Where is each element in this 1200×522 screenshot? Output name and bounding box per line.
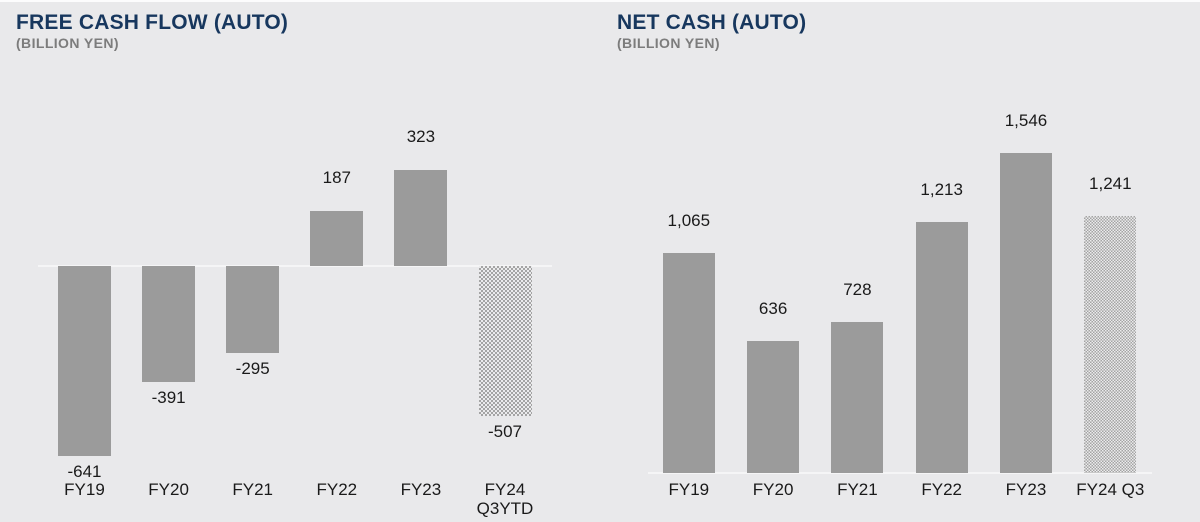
- bar-fy21: [226, 266, 280, 354]
- value-label-fy23: 323: [406, 127, 436, 147]
- category-label-line: FY21: [837, 480, 878, 499]
- value-label-fy21: -295: [235, 359, 270, 379]
- category-label-fy20: FY20: [713, 480, 833, 499]
- category-label-fy20: FY20: [109, 480, 229, 499]
- net-cash-baseline-axis-line: [648, 472, 1152, 474]
- bar-fy21: [831, 322, 884, 473]
- category-label-line: FY22: [316, 480, 358, 499]
- bar-fy24: [478, 266, 532, 417]
- net-cash-title: NET CASH (AUTO): [617, 11, 807, 34]
- net-cash-subtitle: (BILLION YEN): [617, 35, 720, 51]
- category-label-fy21: FY21: [797, 480, 917, 499]
- bar-fy24-q3: [1084, 216, 1137, 473]
- category-label-line: FY19: [668, 480, 710, 499]
- bar-fy22: [310, 210, 364, 266]
- bar-fy23: [1000, 153, 1052, 473]
- value-label-fy22: 187: [322, 167, 351, 187]
- value-label-fy24: -507: [487, 422, 523, 442]
- free-cash-flow-zero-axis-line: [38, 265, 552, 267]
- value-label-fy19: 1,065: [667, 210, 711, 230]
- value-label-fy22: 1,213: [920, 180, 963, 200]
- value-label-fy20: 636: [758, 299, 788, 319]
- value-label-fy20: -391: [151, 387, 186, 407]
- category-label-fy22: FY22: [277, 480, 397, 499]
- category-label-line: FY20: [752, 480, 794, 499]
- value-label-fy19: -641: [67, 461, 102, 481]
- category-label-line: FY24: [484, 480, 526, 499]
- category-label-fy23: FY23: [361, 480, 481, 499]
- category-label-line: FY23: [1005, 480, 1047, 499]
- category-label-line: FY21: [232, 480, 273, 499]
- category-label-fy21: FY21: [193, 480, 313, 499]
- category-label-line: FY24 Q3: [1076, 480, 1145, 499]
- category-label-fy24: FY24 Q3YTD: [445, 480, 565, 518]
- category-label-fy19: FY19: [629, 480, 749, 499]
- value-label-fy23: 1,546: [1004, 111, 1048, 131]
- category-label-fy24-q3: FY24 Q3: [1050, 480, 1170, 499]
- value-label-fy21: 728: [843, 280, 872, 300]
- top-edge-highlight: [0, 0, 1200, 2]
- category-label-line: Q3YTD: [476, 499, 534, 518]
- category-label-line: FY20: [148, 480, 189, 499]
- bar-fy23: [394, 170, 448, 266]
- free-cash-flow-subtitle: (BILLION YEN): [16, 35, 119, 51]
- category-label-line: FY22: [921, 480, 962, 499]
- category-label-fy23: FY23: [966, 480, 1086, 499]
- value-label-fy24-q3: 1,241: [1089, 174, 1132, 194]
- bar-fy20: [142, 266, 196, 382]
- bar-fy19: [662, 252, 715, 473]
- bar-fy20: [747, 341, 800, 473]
- category-label-line: FY23: [400, 480, 442, 499]
- category-label-fy22: FY22: [882, 480, 1002, 499]
- category-label-line: FY19: [64, 480, 105, 499]
- bar-fy19: [58, 266, 111, 456]
- bar-fy22: [915, 222, 968, 473]
- category-label-fy19: FY19: [25, 480, 145, 499]
- free-cash-flow-title: FREE CASH FLOW (AUTO): [16, 11, 289, 34]
